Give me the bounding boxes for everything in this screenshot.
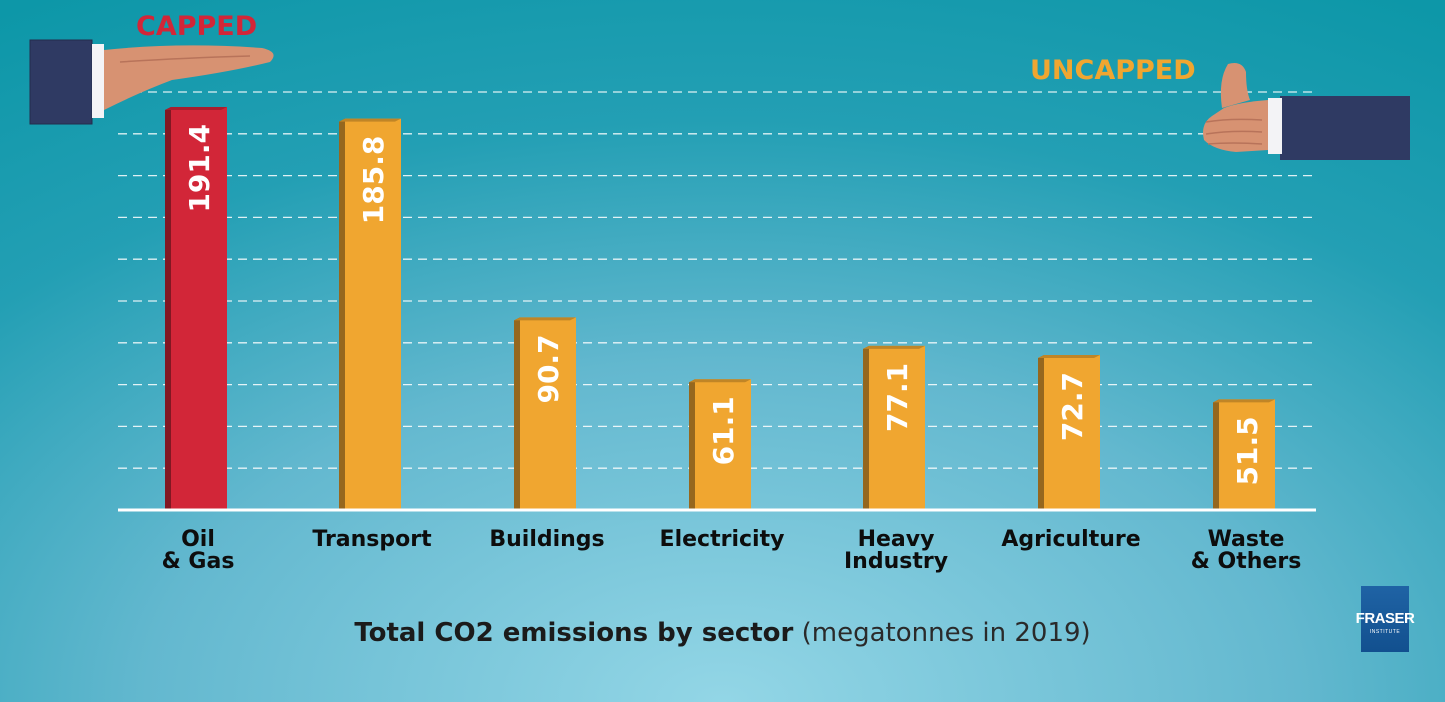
category-label: Transport (312, 527, 432, 552)
bar-value-label: 61.1 (707, 396, 740, 465)
bar: 185.8 (339, 118, 401, 510)
chart-title: Total CO2 emissions by sector (354, 618, 794, 648)
bar: 72.7 (1038, 355, 1100, 510)
bars: 191.4 185.8 90.7 61.1 77.1 72.7 51.5 (165, 106, 1275, 510)
bar-top (1038, 355, 1100, 359)
bar-side (339, 118, 345, 510)
bar-side (514, 317, 520, 510)
category-labels: Oil& Gas Transport Buildings Electricity Hea… (162, 527, 1302, 574)
bar-value-label: 72.7 (1056, 372, 1089, 441)
bar-value-label: 185.8 (357, 136, 390, 225)
category-label: Buildings (489, 527, 604, 552)
logo-text: FRASER (1355, 609, 1415, 627)
thumbs-up-icon (1203, 63, 1410, 160)
bar-value-label: 51.5 (1231, 416, 1264, 485)
category-label: Industry (844, 549, 948, 574)
bar: 51.5 (1213, 399, 1275, 510)
logo-subtext: INSTITUTE (1369, 628, 1401, 635)
bar-front (1219, 399, 1275, 510)
chart-subtitle: (megatonnes in 2019) (801, 618, 1091, 648)
bar-side (1038, 355, 1044, 510)
bar-front (695, 379, 751, 510)
bar-front (171, 106, 227, 510)
bar-top (863, 345, 925, 349)
bar-front (520, 317, 576, 510)
category-label: Waste (1208, 527, 1285, 552)
bar-top (1213, 399, 1275, 403)
bar-side (689, 379, 695, 510)
bar-top (689, 379, 751, 383)
bar-top (165, 106, 227, 110)
bar-side (165, 106, 171, 510)
capped-label: CAPPED (136, 11, 257, 42)
bar-top (339, 118, 401, 122)
bar-top (514, 317, 576, 321)
uncapped-label: UNCAPPED (1030, 55, 1196, 86)
bar: 90.7 (514, 317, 576, 510)
category-label: & Gas (162, 549, 235, 574)
bar-front (869, 345, 925, 510)
bar-value-label: 191.4 (183, 124, 216, 213)
bar-value-label: 90.7 (532, 334, 565, 403)
bar-value-label: 77.1 (881, 363, 914, 432)
hand-palm-down-icon (29, 39, 274, 125)
category-label: & Others (1191, 549, 1302, 574)
bar: 77.1 (863, 345, 925, 510)
category-label: Oil (181, 527, 215, 552)
gridlines (118, 91, 1316, 469)
bar-side (863, 345, 869, 510)
chart-caption: Total CO2 emissions by sector (megatonne… (0, 618, 1445, 648)
category-label: Agriculture (1001, 527, 1140, 552)
bar-side (1213, 399, 1219, 510)
bar: 191.4 (165, 106, 227, 510)
bar: 61.1 (689, 379, 751, 510)
bar-front (1044, 355, 1100, 510)
category-label: Heavy (858, 527, 935, 552)
fraser-institute-logo: FRASER INSTITUTE (1356, 586, 1415, 652)
bar-front (345, 118, 401, 510)
category-label: Electricity (660, 527, 785, 552)
